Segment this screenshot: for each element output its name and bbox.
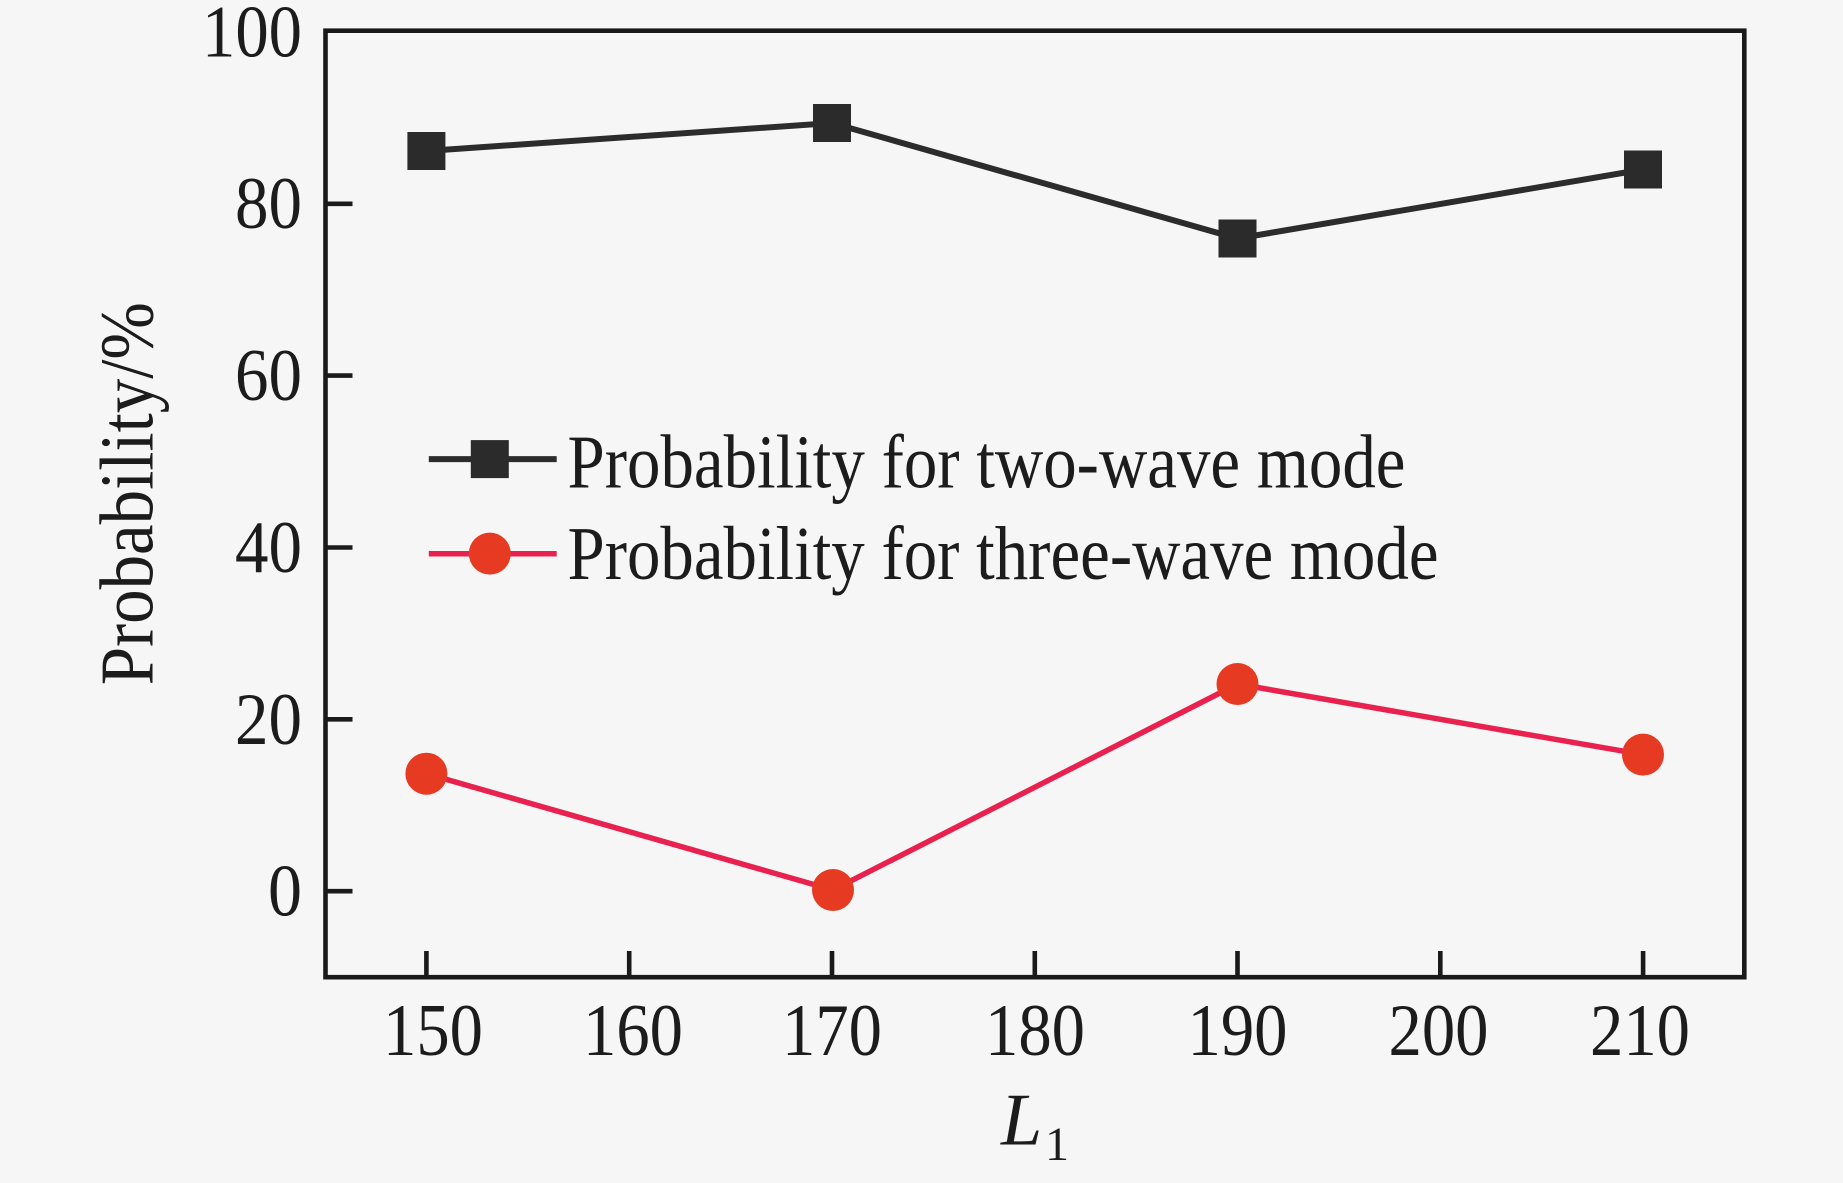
svg-text:190: 190 (1188, 990, 1288, 1072)
svg-text:Probability for three-wave mod: Probability for three-wave mode (568, 512, 1439, 596)
svg-text:Probability/%: Probability/% (86, 302, 170, 685)
svg-text:1: 1 (1045, 1118, 1069, 1171)
svg-text:170: 170 (782, 990, 882, 1072)
svg-text:200: 200 (1389, 990, 1489, 1072)
svg-text:20: 20 (235, 679, 302, 761)
svg-text:60: 60 (235, 335, 302, 417)
svg-text:160: 160 (583, 990, 683, 1072)
svg-text:150: 150 (383, 990, 483, 1072)
svg-text:180: 180 (985, 990, 1085, 1072)
svg-text:Probability for two-wave mode: Probability for two-wave mode (568, 420, 1406, 504)
svg-text:210: 210 (1590, 990, 1690, 1072)
svg-text:100: 100 (202, 0, 302, 73)
svg-text:40: 40 (235, 507, 302, 589)
svg-text:L: L (1000, 1080, 1042, 1162)
svg-text:80: 80 (235, 163, 302, 245)
svg-text:0: 0 (268, 851, 302, 933)
